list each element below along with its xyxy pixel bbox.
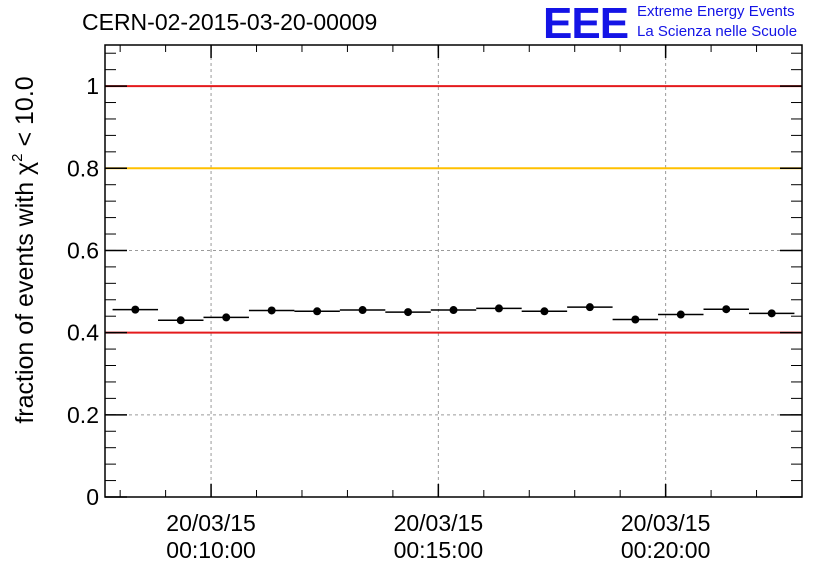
- data-point: [449, 306, 458, 315]
- logo-subtitle-line1: Extreme Energy Events: [637, 3, 795, 20]
- eee-logo: EEE: [543, 0, 629, 48]
- y-axis-label-main: fraction of events with χ: [11, 162, 39, 424]
- tick-labels: 00.20.40.60.8120/03/1500:10:0020/03/1500…: [67, 73, 710, 563]
- data-point: [358, 306, 367, 315]
- y-tick-label: 0.2: [67, 402, 99, 428]
- x-tick-label-date: 20/03/15: [621, 510, 711, 536]
- data-point: [767, 309, 776, 318]
- grid-layer: [105, 45, 802, 498]
- data-point: [494, 304, 503, 313]
- y-tick-label: 0.6: [67, 237, 99, 263]
- x-tick-label-time: 00:10:00: [166, 537, 256, 563]
- data-point: [176, 316, 185, 325]
- data-point: [267, 306, 276, 315]
- data-point: [222, 313, 231, 322]
- y-tick-label: 0.4: [67, 320, 99, 346]
- data-point: [585, 303, 594, 312]
- data-layer: [112, 303, 795, 325]
- logo-subtitle-line2: La Scienza nelle Scuole: [637, 23, 798, 40]
- data-point: [131, 305, 140, 314]
- x-tick-label-date: 20/03/15: [394, 510, 484, 536]
- x-tick-label-time: 00:15:00: [394, 537, 484, 563]
- data-point: [404, 308, 413, 317]
- chart-title: CERN-02-2015-03-20-00009: [82, 9, 378, 35]
- y-axis-label-tail: < 10.0: [11, 76, 39, 153]
- reference-lines: [105, 85, 802, 334]
- y-tick-label: 0.8: [67, 155, 99, 181]
- y-axis-label: fraction of events with χ2 < 10.0: [9, 76, 39, 423]
- y-tick-label: 0: [86, 484, 99, 510]
- data-point: [313, 307, 322, 316]
- data-point: [540, 307, 549, 316]
- tick-marks: [105, 45, 803, 498]
- data-point: [722, 305, 731, 314]
- data-point: [631, 315, 640, 324]
- plot-frame: [104, 44, 803, 498]
- x-tick-label-time: 00:20:00: [621, 537, 711, 563]
- data-point: [676, 310, 685, 319]
- x-tick-label-date: 20/03/15: [166, 510, 256, 536]
- y-axis-label-sup: 2: [9, 153, 26, 161]
- y-tick-label: 1: [86, 73, 99, 99]
